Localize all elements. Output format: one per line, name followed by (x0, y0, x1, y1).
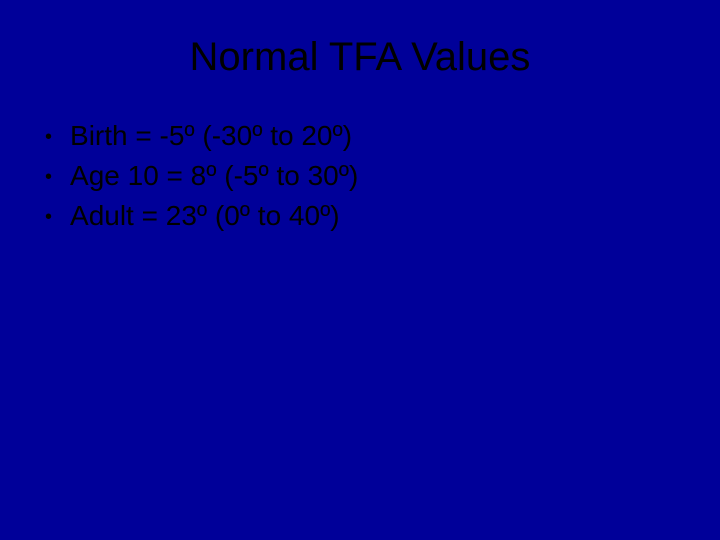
bullet-list: • Birth = -5º (-30º to 20º) • Age 10 = 8… (30, 120, 690, 232)
slide-title: Normal TFA Values (30, 35, 690, 80)
bullet-text: Age 10 = 8º (-5º to 30º) (70, 160, 358, 192)
list-item: • Age 10 = 8º (-5º to 30º) (45, 160, 690, 192)
bullet-icon: • (45, 167, 52, 187)
bullet-icon: • (45, 207, 52, 227)
list-item: • Adult = 23º (0º to 40º) (45, 200, 690, 232)
list-item: • Birth = -5º (-30º to 20º) (45, 120, 690, 152)
bullet-text: Birth = -5º (-30º to 20º) (70, 120, 352, 152)
bullet-text: Adult = 23º (0º to 40º) (70, 200, 340, 232)
slide-container: Normal TFA Values • Birth = -5º (-30º to… (0, 0, 720, 540)
bullet-icon: • (45, 127, 52, 147)
